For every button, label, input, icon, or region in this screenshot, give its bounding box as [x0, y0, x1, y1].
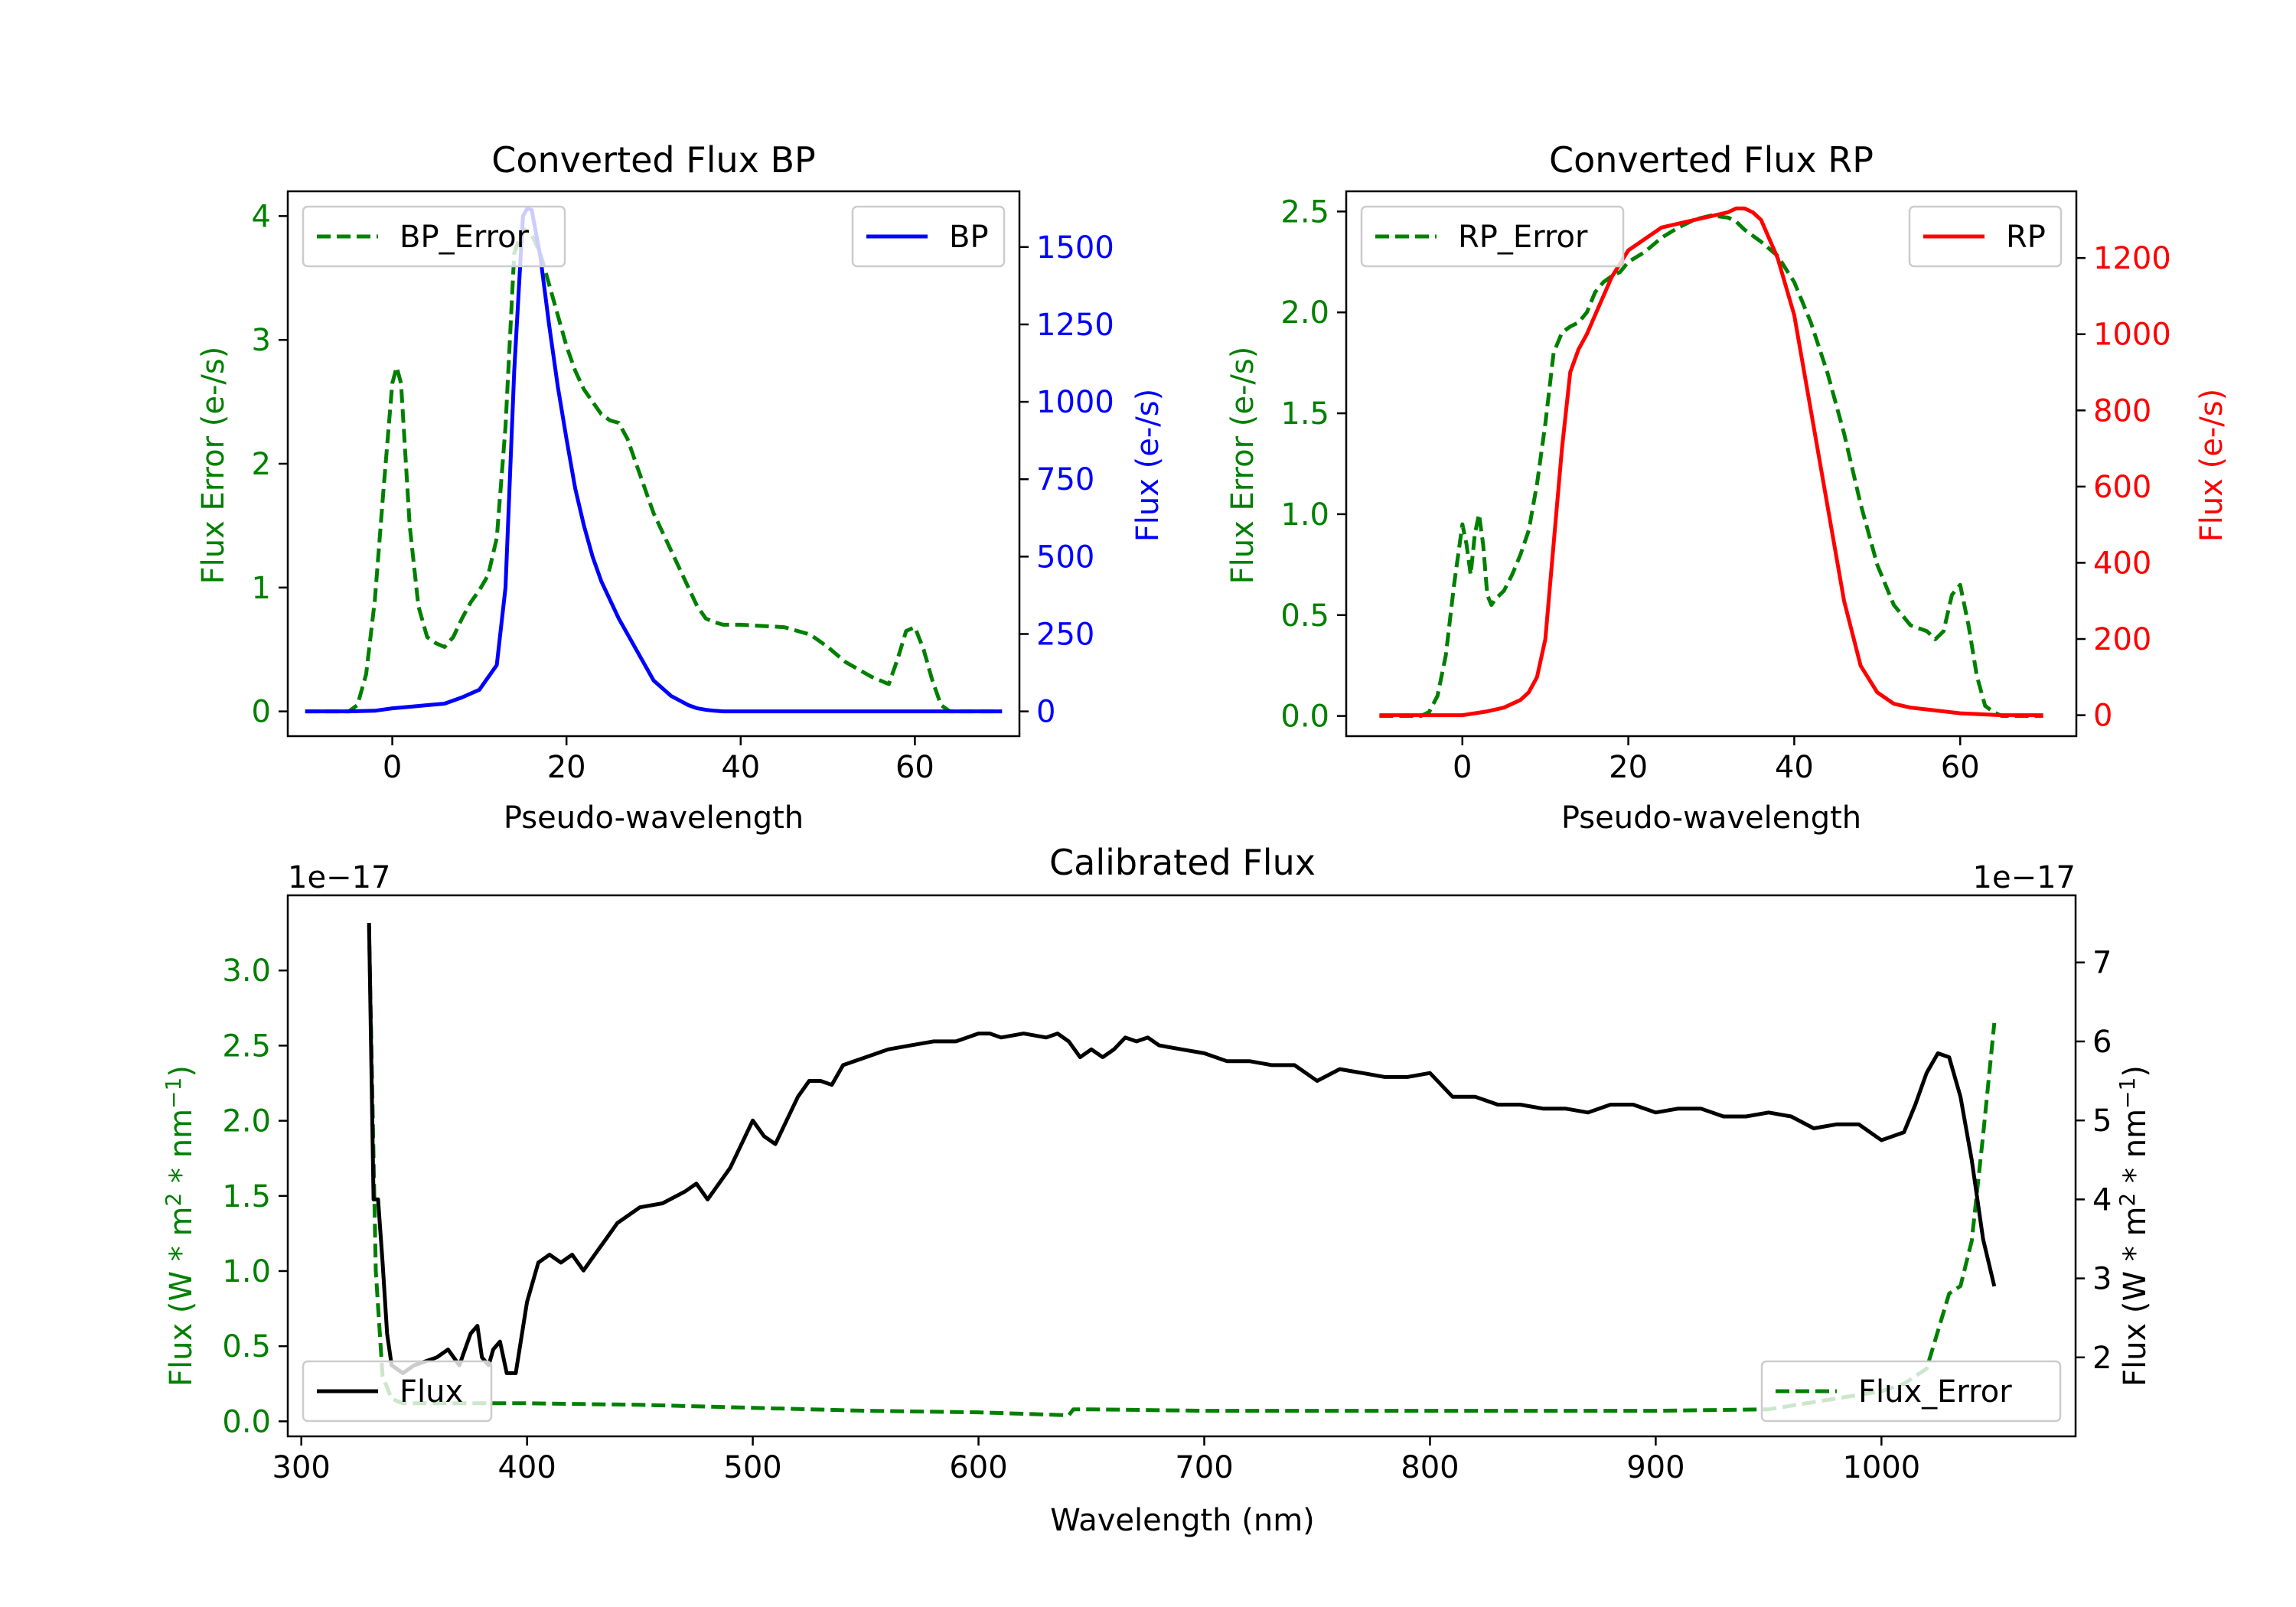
bp-y-right-tick-label: 250: [1036, 618, 1094, 653]
rp-legend-right-label: RP: [2006, 220, 2046, 255]
rp-y-right-label: Flux (e-/s): [2194, 389, 2229, 542]
rp-y-left-tick-label: 0.0: [1280, 699, 1329, 735]
bp-legend-left: [302, 205, 566, 268]
calibrated-x-tick-label: 1000: [1842, 1450, 1920, 1485]
calibrated-legend-right-label: Flux_Error: [1858, 1374, 2012, 1410]
rp-x-tick-label: 20: [1609, 750, 1648, 785]
rp-y-left-tick-label: 2.0: [1280, 295, 1329, 331]
bp-y-right-tick-label: 1000: [1036, 385, 1114, 420]
rp-y-left-tick-label: 1.0: [1280, 497, 1329, 533]
panel-bp: Converted Flux BP Pseudo-wavelength Flux…: [196, 139, 1166, 836]
rp-legend-left-label: RP_Error: [1458, 220, 1588, 255]
calibrated-y-left-tick-label: 1.5: [222, 1179, 271, 1214]
bp-x-tick-label: 60: [895, 750, 934, 785]
rp-x-tick-label: 0: [1453, 750, 1472, 785]
bp-title: Converted Flux BP: [491, 139, 816, 181]
rp-y-right-tick-label: 800: [2093, 393, 2151, 429]
calibrated-y-right-tick-label: 5: [2092, 1103, 2112, 1139]
calibrated-y-left-tick-label: 2.0: [222, 1104, 271, 1139]
bp-y-right-tick-label: 0: [1036, 695, 1055, 730]
calibrated-x-tick-label: 500: [723, 1450, 781, 1485]
bp-plot: 0 20 40 60012340250500750100012501500BP_Err…: [252, 190, 1114, 785]
calibrated-offset-right: 1e−17: [1973, 860, 2076, 895]
bp-y-left-tick-label: 3: [252, 323, 271, 358]
rp-axes-frame: [1345, 190, 2078, 738]
bp-series-bp: [305, 206, 1003, 714]
rp-x-label: Pseudo-wavelength: [1561, 800, 1861, 836]
rp-y-left-label: Flux Error (e-/s): [1225, 347, 1261, 585]
calibrated-y-left-label: Flux (W * m2 * nm−1): [161, 1065, 199, 1387]
calibrated-y-right-tick-label: 4: [2092, 1182, 2112, 1217]
calibrated-legend-left-label: Flux: [400, 1374, 463, 1410]
rp-y-right-tick-label: 1200: [2093, 241, 2171, 276]
rp-title: Converted Flux RP: [1549, 139, 1874, 181]
bp-legend-left-label: BP_Error: [400, 220, 530, 255]
rp-y-left-tick-label: 2.5: [1280, 194, 1329, 230]
panel-rp: Converted Flux RP Pseudo-wavelength Flux…: [1225, 139, 2229, 836]
bp-x-label: Pseudo-wavelength: [504, 800, 804, 836]
calibrated-y-right-tick-label: 3: [2092, 1262, 2112, 1297]
calibrated-offset-left: 1e−17: [288, 860, 390, 895]
rp-legend-right: [1908, 205, 2063, 268]
rp-y-left-tick-label: 1.5: [1280, 396, 1329, 432]
calibrated-y-right-tick-label: 2: [2092, 1341, 2112, 1376]
calibrated-x-label: Wavelength (nm): [1050, 1503, 1315, 1538]
calibrated-x-tick-label: 600: [949, 1450, 1007, 1485]
calibrated-title: Calibrated Flux: [1049, 842, 1316, 883]
calibrated-x-tick-label: 800: [1401, 1450, 1459, 1485]
calibrated-x-tick-label: 300: [272, 1450, 331, 1485]
calibrated-y-left-tick-label: 0.0: [222, 1404, 271, 1439]
bp-legend-right-label: BP: [949, 220, 989, 255]
bp-y-left-tick-label: 0: [252, 695, 271, 730]
rp-plot: 0 20 40 60 0.0 0.5 1.0 1.5 2.0 2.5 0 200 400 600 800 10…: [1280, 190, 2171, 785]
bp-y-left-tick-label: 2: [252, 447, 271, 482]
bp-series-bp-error: [305, 227, 1003, 714]
bp-x-tick-label: 40: [721, 750, 760, 785]
bp-x-tick-label: 20: [547, 750, 586, 785]
bp-legend-right: [851, 205, 1006, 268]
bp-y-left-tick-label: 1: [252, 571, 271, 606]
calibrated-y-left-tick-label: 3.0: [222, 953, 271, 989]
calibrated-x-tick-label: 400: [497, 1450, 556, 1485]
panel-calibrated: Calibrated Flux Wavelength (nm) Flux (W …: [161, 842, 2153, 1538]
rp-x-tick-label: 40: [1775, 750, 1814, 785]
calibrated-series-flux-error: [367, 925, 1997, 1417]
calibrated-y-right-label: Flux (W * m2 * nm−1): [2115, 1065, 2153, 1387]
calibrated-legend-left: [302, 1360, 493, 1423]
calibrated-plot: 300 400 500 600 700 800 900 1000 0.0 0.5 1.0 1.5 2.0…: [222, 894, 2112, 1485]
bp-y-right-label: Flux (e-/s): [1130, 389, 1166, 542]
bp-y-left-label: Flux Error (e-/s): [196, 347, 231, 585]
rp-y-right-tick-label: 600: [2093, 470, 2151, 505]
rp-legend-left: [1360, 205, 1625, 268]
calibrated-y-left-tick-label: 2.5: [222, 1028, 271, 1064]
bp-x-tick-label: 0: [383, 750, 402, 785]
calibrated-x-tick-label: 900: [1626, 1450, 1684, 1485]
bp-y-right-tick-label: 1250: [1036, 308, 1114, 343]
rp-series-rp-error: [1379, 214, 2043, 719]
rp-y-right-tick-label: 0: [2093, 699, 2112, 734]
calibrated-series-flux: [367, 923, 1997, 1375]
rp-y-right-tick-label: 200: [2093, 622, 2151, 657]
bp-y-left-tick-label: 4: [252, 199, 271, 234]
rp-y-left-tick-label: 0.5: [1280, 598, 1329, 634]
calibrated-y-left-tick-label: 1.0: [222, 1254, 271, 1289]
calibrated-y-right-tick-label: 7: [2092, 946, 2112, 981]
rp-series-rp: [1379, 206, 2043, 718]
calibrated-y-left-tick-label: 0.5: [222, 1329, 271, 1364]
rp-x-tick-label: 60: [1941, 750, 1980, 785]
rp-y-right-tick-label: 1000: [2093, 318, 2171, 353]
calibrated-x-tick-label: 700: [1175, 1450, 1233, 1485]
rp-y-right-tick-label: 400: [2093, 546, 2151, 581]
calibrated-axes-frame: [286, 894, 2077, 1438]
calibrated-legend-right: [1760, 1360, 2062, 1423]
bp-y-right-tick-label: 500: [1036, 539, 1094, 575]
bp-y-right-tick-label: 1500: [1036, 230, 1114, 266]
calibrated-y-right-tick-label: 6: [2092, 1025, 2112, 1060]
bp-y-right-tick-label: 750: [1036, 462, 1094, 497]
